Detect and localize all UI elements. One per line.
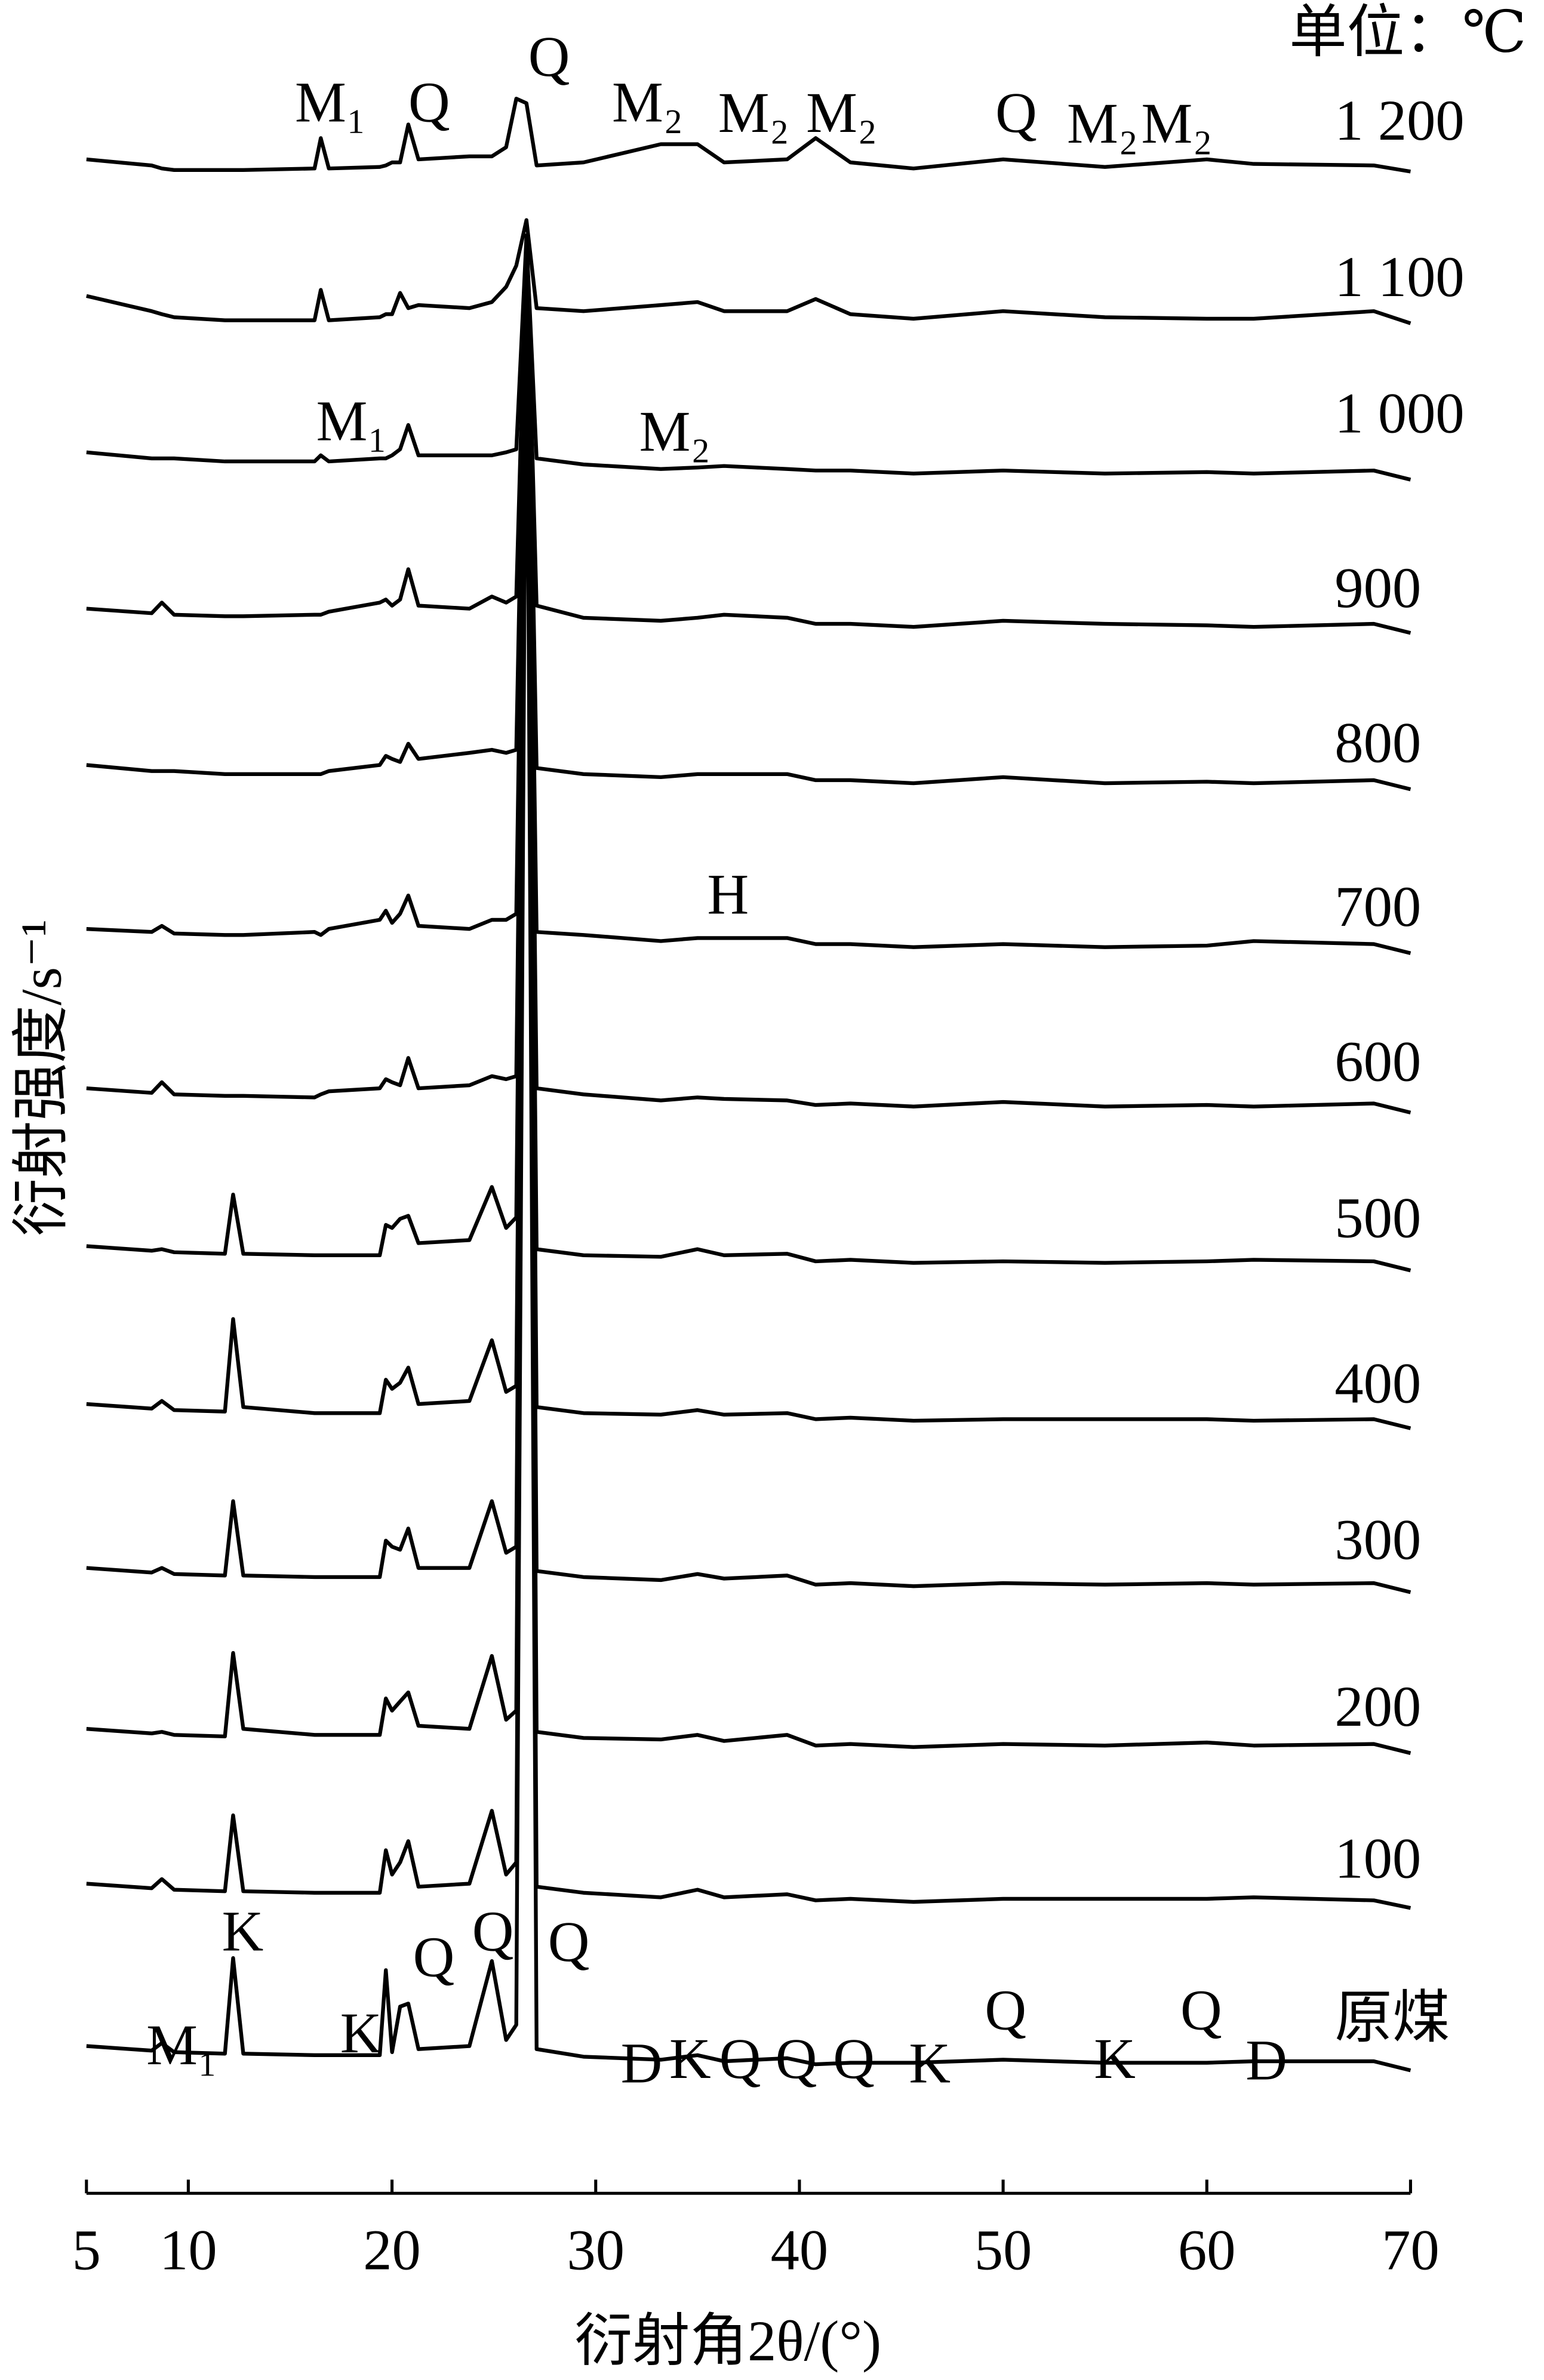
peak-annotation: Q bbox=[1180, 1978, 1222, 2042]
x-tick-label: 60 bbox=[1178, 2218, 1236, 2282]
series-label: 1 000 bbox=[1334, 381, 1464, 445]
peak-annotation: Q bbox=[719, 2027, 761, 2090]
peak-annotation: K bbox=[669, 2027, 711, 2090]
peak-annotation: K bbox=[909, 2031, 951, 2095]
xrd-curve bbox=[86, 97, 1411, 174]
peak-annotation: M₁ bbox=[316, 389, 387, 452]
peak-annotation: D bbox=[621, 2031, 663, 2095]
series-label: 300 bbox=[1334, 1507, 1421, 1571]
peak-annotation: H bbox=[707, 863, 749, 926]
unit-note: 单位：℃ bbox=[1289, 0, 1527, 64]
peak-annotation: D bbox=[1245, 2028, 1287, 2092]
peak-annotation: K bbox=[1094, 2027, 1136, 2090]
y-axis-label: 衍射强度/s⁻¹ bbox=[10, 919, 73, 1236]
xrd-curve bbox=[86, 238, 1411, 955]
series-label: 700 bbox=[1334, 875, 1421, 938]
xrd-curve bbox=[86, 239, 1411, 1594]
peak-annotation: Q bbox=[528, 24, 570, 88]
series-label: 500 bbox=[1334, 1186, 1421, 1249]
peak-annotation: K bbox=[222, 1899, 264, 1963]
series-label: 800 bbox=[1334, 710, 1421, 774]
xrd-curve bbox=[86, 238, 1411, 1114]
peak-annotation: M₂ bbox=[1142, 91, 1213, 155]
peak-annotation: K bbox=[340, 2001, 382, 2065]
x-tick-label: 70 bbox=[1382, 2218, 1440, 2282]
xrd-curve bbox=[86, 233, 1411, 792]
xrd-curve bbox=[86, 235, 1411, 482]
peak-annotation: Q bbox=[985, 1978, 1026, 2042]
series-label: 原煤 bbox=[1334, 1985, 1450, 2049]
series-label: 600 bbox=[1334, 1029, 1421, 1093]
xrd-curve bbox=[86, 236, 1411, 1910]
peak-annotation: M₁ bbox=[295, 70, 366, 134]
xrd-curve bbox=[86, 235, 1411, 1430]
peak-annotation: Q bbox=[408, 70, 450, 134]
series-label: 100 bbox=[1334, 1826, 1421, 1890]
series-label: 1 200 bbox=[1334, 88, 1464, 152]
x-tick-label: 40 bbox=[771, 2218, 829, 2282]
xrd-curve bbox=[86, 241, 1411, 1755]
series-label: 200 bbox=[1334, 1674, 1421, 1738]
peak-annotation: M₂ bbox=[612, 70, 683, 134]
peak-annotation: Q bbox=[995, 81, 1037, 144]
peak-annotation: Q bbox=[413, 1925, 455, 1989]
x-tick-label: 5 bbox=[72, 2218, 101, 2282]
x-tick-label: 50 bbox=[974, 2218, 1032, 2282]
series-label: 400 bbox=[1334, 1351, 1421, 1415]
xrd-curve bbox=[86, 236, 1411, 1273]
peak-annotation: Q bbox=[548, 1910, 590, 1973]
xrd-curve bbox=[86, 236, 1411, 635]
x-tick-label: 30 bbox=[567, 2218, 625, 2282]
x-tick-label: 20 bbox=[363, 2218, 421, 2282]
x-tick-label: 10 bbox=[159, 2218, 217, 2282]
peak-annotation: M₂ bbox=[639, 399, 711, 463]
peak-annotation: Q bbox=[776, 2027, 817, 2090]
peak-annotation: Q bbox=[833, 2027, 875, 2090]
series-label: 1 100 bbox=[1334, 245, 1464, 309]
xrd-curve bbox=[86, 239, 1411, 2073]
peak-annotation: M₂ bbox=[718, 81, 789, 144]
x-axis-label: 衍射角2θ/(°) bbox=[574, 2309, 881, 2373]
peak-annotation: Q bbox=[472, 1899, 514, 1963]
peak-annotation: M₂ bbox=[806, 81, 877, 144]
peak-annotation: M₁ bbox=[146, 2013, 217, 2077]
xrd-curve bbox=[86, 218, 1411, 325]
peak-annotation: M₂ bbox=[1067, 91, 1138, 155]
series-label: 900 bbox=[1334, 556, 1421, 620]
